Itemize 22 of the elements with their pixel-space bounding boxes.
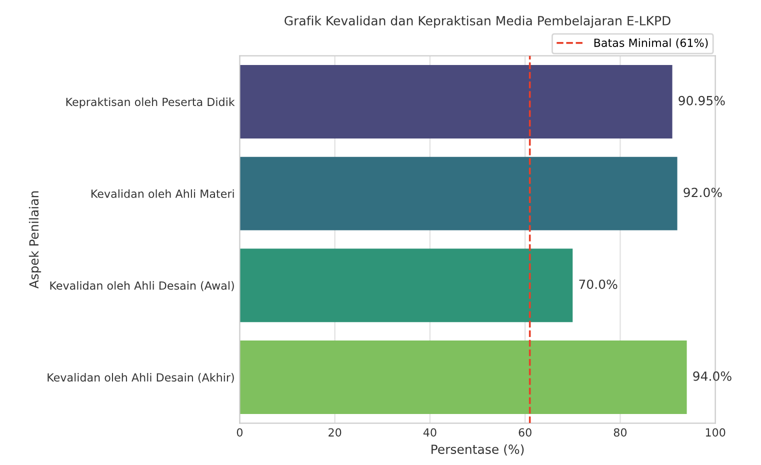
- data-label: 94.0%: [693, 371, 732, 381]
- x-tick-label: 100: [706, 428, 726, 437]
- x-tick-label: 20: [328, 428, 342, 437]
- data-label: 70.0%: [579, 280, 618, 290]
- data-label: 92.0%: [684, 188, 722, 198]
- x-tick-label: 80: [614, 428, 627, 437]
- x-axis-title: Persentase (%): [432, 444, 524, 456]
- chart-title: Grafik Kevalidan dan Kepraktisan Media Pembelajaran E-LKPD: [284, 16, 670, 28]
- y-tick-label: Kevalidan oleh Ahli Desain (Awal): [50, 281, 234, 292]
- y-tick-label: Kepraktisan oleh Peserta Didik: [66, 97, 235, 108]
- x-tick-label: 40: [423, 428, 436, 437]
- bar: [240, 340, 687, 414]
- y-tick-label: Kevalidan oleh Ahli Desain (Akhir): [48, 373, 234, 383]
- bar: [240, 64, 672, 138]
- x-tick-label: 60: [518, 428, 532, 437]
- y-tick-label: Kevalidan oleh Ahli Materi: [91, 189, 234, 198]
- legend-label: Batas Minimal (61%): [594, 38, 708, 48]
- y-axis-title: Aspek Penilaian: [28, 191, 42, 289]
- data-label: 90.95%: [678, 96, 725, 106]
- bar: [240, 248, 573, 322]
- bar: [240, 156, 678, 230]
- x-tick-label: 0: [236, 428, 243, 437]
